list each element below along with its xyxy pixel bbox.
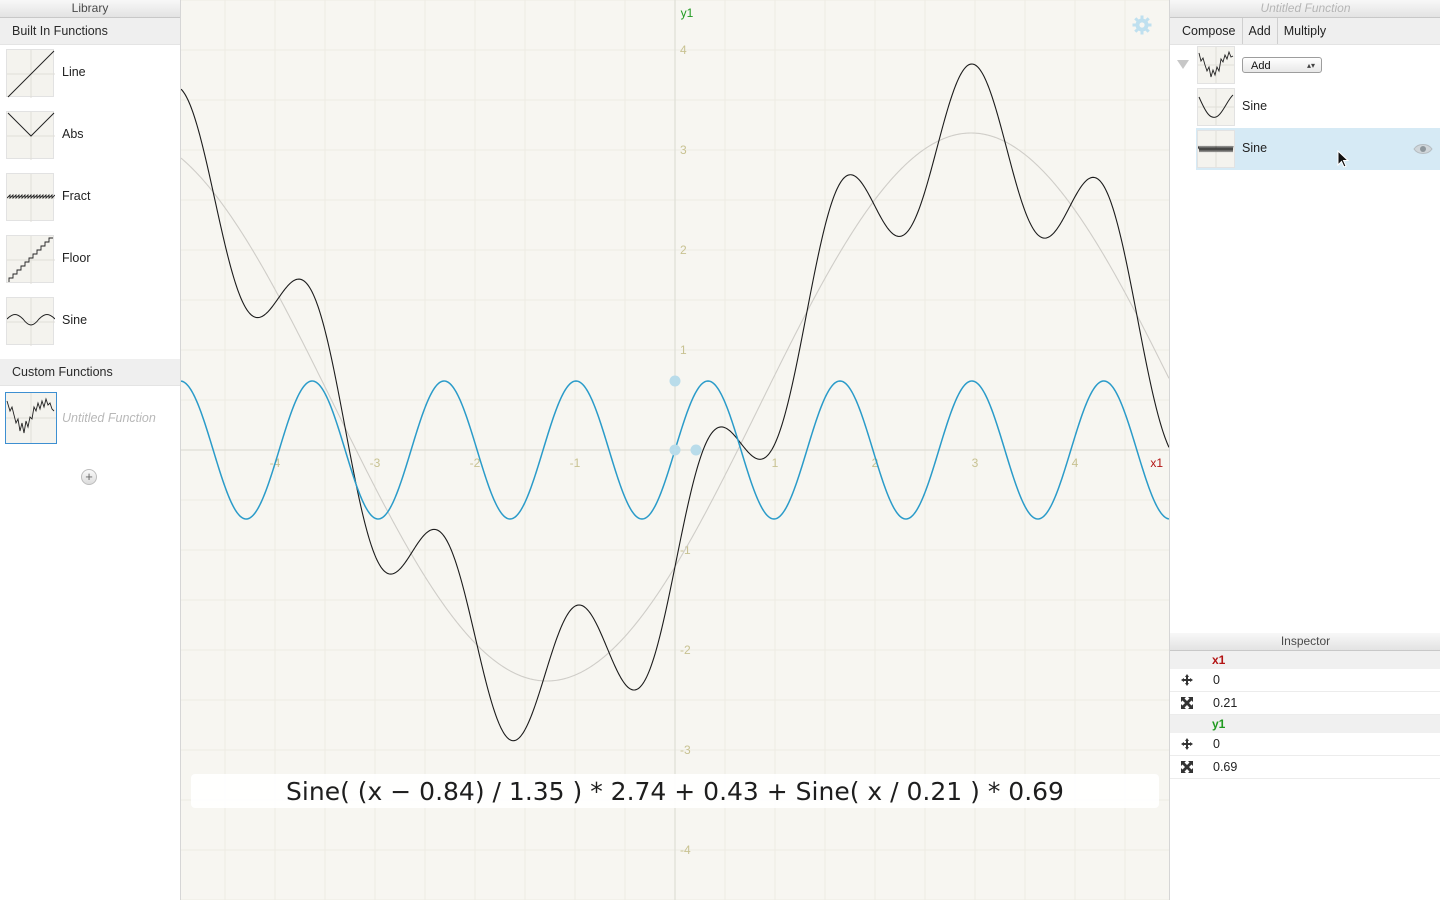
x-tick-label: -2 xyxy=(470,456,481,470)
library-item-sine[interactable]: Sine xyxy=(0,293,180,355)
move-icon xyxy=(1181,738,1193,750)
compose-button[interactable]: Compose xyxy=(1170,18,1243,44)
function-title: Untitled Function xyxy=(1170,0,1440,18)
x-tick-label: 2 xyxy=(872,456,879,470)
x-tick-label: 3 xyxy=(972,456,979,470)
operation-select[interactable]: Add ▴▾ xyxy=(1242,57,1322,73)
scale-icon xyxy=(1181,697,1193,709)
library-item-label: Sine xyxy=(62,313,88,327)
custom-function-label: Untitled Function xyxy=(62,411,156,425)
mouse-cursor-icon xyxy=(1337,150,1349,168)
library-title: Library xyxy=(0,0,180,18)
visibility-eye-icon[interactable] xyxy=(1413,142,1433,160)
origin-handle xyxy=(669,444,681,456)
x-offset-value[interactable]: 0 xyxy=(1213,673,1220,687)
y-offset-value[interactable]: 0 xyxy=(1213,737,1220,751)
amplitude-handle xyxy=(669,375,681,387)
move-icon xyxy=(1181,674,1193,686)
graph-canvas[interactable]: -4 -3 -2 -1 1 2 3 4 4 3 2 1 -1 -2 -3 -4 x1 y1 Sine( (x − … xyxy=(181,0,1169,900)
y-tick-label: -2 xyxy=(680,643,691,657)
y-tick-label: -3 xyxy=(680,743,691,757)
add-button[interactable]: Add xyxy=(1243,18,1278,44)
x-scale-row[interactable]: 0.21 xyxy=(1170,692,1440,715)
compose-toolbar: Compose Add Multiply xyxy=(1170,18,1440,45)
scale-icon xyxy=(1181,761,1193,773)
y-offset-row[interactable]: 0 xyxy=(1170,733,1440,756)
select-arrows-icon: ▴▾ xyxy=(1306,61,1315,70)
custom-functions-header: Custom Functions xyxy=(0,359,180,386)
child-function-row-selected[interactable]: Sine xyxy=(1196,128,1440,170)
y-tick-label: 4 xyxy=(680,43,687,57)
gear-icon[interactable] xyxy=(1131,14,1153,36)
library-item-abs[interactable]: Abs xyxy=(0,107,180,169)
composer-panel: Untitled Function Compose Add Multiply Add… xyxy=(1169,0,1440,900)
multiply-button[interactable]: Multiply xyxy=(1283,24,1327,38)
y-tick-label: 3 xyxy=(680,143,687,157)
inspector-title: Inspector xyxy=(1170,633,1440,651)
x-axis-label: x1 xyxy=(1150,456,1163,470)
inspector-panel: Inspector x1 0 0.21 y1 0 0.69 xyxy=(1170,633,1440,779)
y-scale-value[interactable]: 0.69 xyxy=(1213,760,1238,774)
x-offset-row[interactable]: 0 xyxy=(1170,669,1440,692)
sine-graph-icon xyxy=(6,297,55,346)
inspector-x-label: x1 xyxy=(1170,651,1440,669)
y-tick-label: -4 xyxy=(680,843,691,857)
library-panel: Library Built In Functions Line Abs Frac… xyxy=(0,0,181,900)
custom-function-item[interactable]: Untitled Function xyxy=(0,386,180,444)
y-tick-label: 2 xyxy=(680,243,687,257)
sine-graph-icon xyxy=(1197,130,1235,168)
library-item-fract[interactable]: Fract xyxy=(0,169,180,231)
builtin-functions-header: Built In Functions xyxy=(0,18,180,45)
y-tick-label: 1 xyxy=(680,343,687,357)
custom-function-graph-icon xyxy=(5,392,57,444)
library-item-label: Line xyxy=(62,65,86,79)
x-tick-label: 1 xyxy=(772,456,779,470)
x-tick-label: -3 xyxy=(370,456,381,470)
disclosure-triangle-icon[interactable] xyxy=(1177,60,1189,69)
y-scale-row[interactable]: 0.69 xyxy=(1170,756,1440,779)
child-function-row[interactable]: Sine xyxy=(1196,86,1440,128)
add-custom-function-button[interactable]: + xyxy=(81,469,97,485)
library-item-label: Fract xyxy=(62,189,91,203)
operation-select-value: Add xyxy=(1251,60,1271,72)
sine-graph-icon xyxy=(1197,88,1235,126)
line-graph-icon xyxy=(6,49,55,98)
scale-handle xyxy=(690,444,702,456)
sum-curve xyxy=(181,63,1169,742)
library-item-floor[interactable]: Floor xyxy=(0,231,180,293)
library-item-label: Abs xyxy=(62,127,84,141)
floor-graph-icon xyxy=(6,235,55,284)
abs-graph-icon xyxy=(6,111,55,160)
child-function-label: Sine xyxy=(1242,141,1268,155)
composite-graph-icon xyxy=(1197,46,1235,84)
child-function-label: Sine xyxy=(1242,99,1268,113)
formula-display: Sine( (x − 0.84) / 1.35 ) * 2.74 + 0.43 … xyxy=(191,774,1159,808)
y-axis-label: y1 xyxy=(681,6,694,20)
fract-graph-icon xyxy=(6,173,55,222)
inspector-y-label: y1 xyxy=(1170,715,1440,733)
library-item-line[interactable]: Line xyxy=(0,45,180,107)
x-tick-label: 4 xyxy=(1072,456,1079,470)
composite-function-row[interactable] xyxy=(1196,44,1440,86)
x-tick-label: -1 xyxy=(570,456,581,470)
library-item-label: Floor xyxy=(62,251,91,265)
x-scale-value[interactable]: 0.21 xyxy=(1213,696,1238,710)
